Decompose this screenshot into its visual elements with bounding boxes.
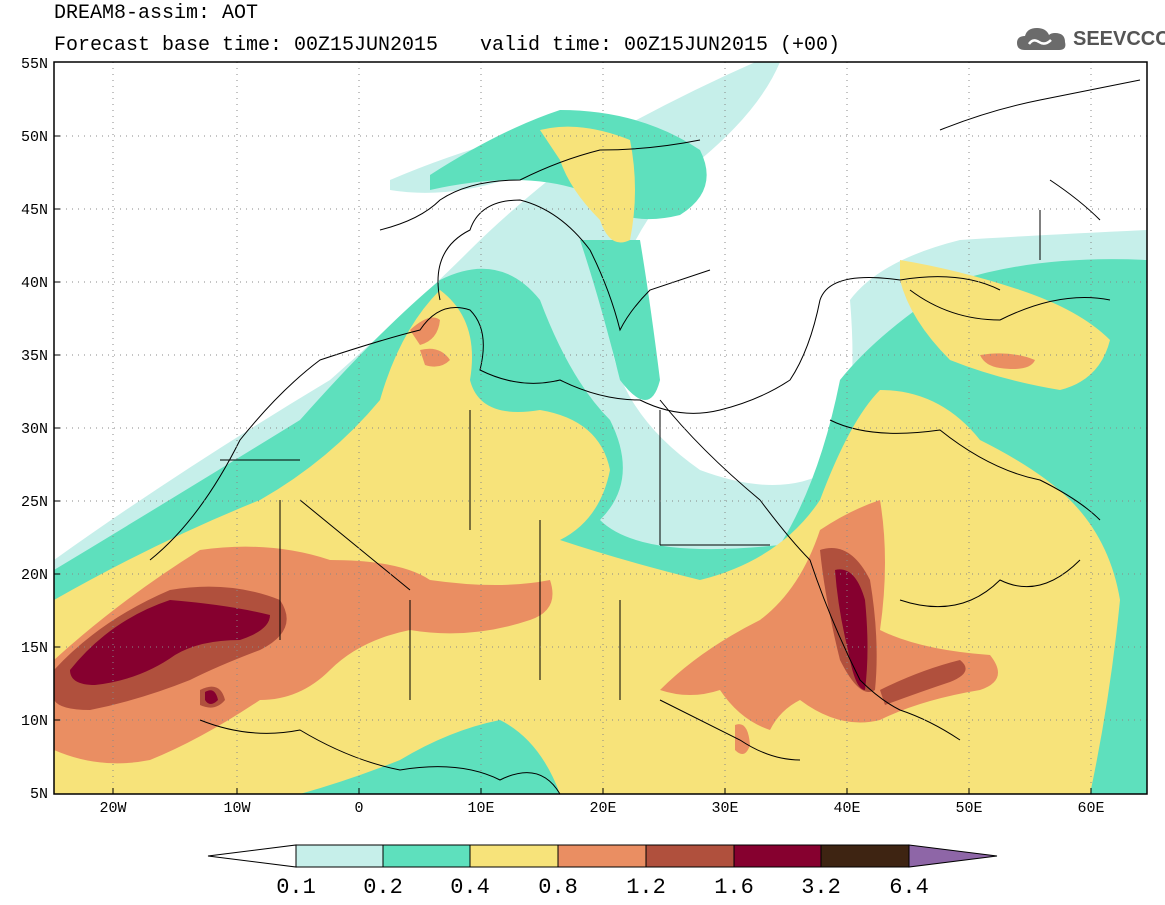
colorbar-segment [820,844,910,868]
lat-label: 10N [21,713,48,730]
lon-label: 10W [223,800,250,817]
lon-label: 0 [354,800,363,817]
lat-label: 5N [30,786,48,803]
colorbar-label: 6.4 [889,875,929,900]
lat-label: 15N [21,640,48,657]
lat-label: 30N [21,421,48,438]
colorbar-label: 0.8 [538,875,578,900]
lon-label: 50E [955,800,982,817]
logo-text: SEEVCCC [1073,27,1165,50]
lat-label: 40N [21,275,48,292]
colorbar-label: 0.1 [276,875,316,900]
colorbar-labels: 0.1 0.2 0.4 0.8 1.2 1.6 3.2 6.4 [276,875,929,900]
colorbar-segment-over [908,844,998,868]
colorbar [207,844,998,868]
coastlines [149,79,1141,794]
colorbar-segment [469,844,559,868]
lat-label: 45N [21,202,48,219]
lat-label: 50N [21,129,48,146]
lon-label: 20W [99,800,126,817]
colorbar-label: 1.6 [714,875,754,900]
latitude-labels: 55N 50N 45N 40N 35N 30N 25N 20N 15N 10N … [21,56,48,803]
seevccc-logo: SEEVCCC [1015,24,1165,54]
valid-time: valid time: 00Z15JUN2015 (+00) [480,34,841,57]
colorbar-label: 0.2 [363,875,403,900]
lat-label: 55N [21,56,48,73]
lat-label: 35N [21,348,48,365]
colorbar-segment-under [207,844,297,868]
lon-label: 10E [467,800,494,817]
graticule [54,62,1147,794]
colorbar-segment [733,844,822,868]
lon-label: 40E [833,800,860,817]
lat-label: 20N [21,567,48,584]
lon-label: 20E [589,800,616,817]
axis-ticks [54,135,1092,794]
colorbar-segment [557,844,647,868]
forecast-base-time: Forecast base time: 00Z15JUN2015 [54,34,439,57]
map-title: DREAM8-assim: AOT [54,2,259,25]
colorbar-segment [295,844,384,868]
aot-field-c16 [70,569,868,704]
lon-label: 30E [711,800,738,817]
cloud-icon [1017,28,1066,50]
colorbar-segment [382,844,471,868]
lon-label: 60E [1077,800,1104,817]
colorbar-label: 1.2 [626,875,666,900]
colorbar-label: 0.4 [450,875,490,900]
colorbar-segment [645,844,735,868]
aot-fields [54,62,1147,794]
colorbar-label: 3.2 [801,875,841,900]
longitude-labels: 20W 10W 0 10E 20E 30E 40E 50E 60E [99,800,1104,817]
lat-label: 25N [21,494,48,511]
